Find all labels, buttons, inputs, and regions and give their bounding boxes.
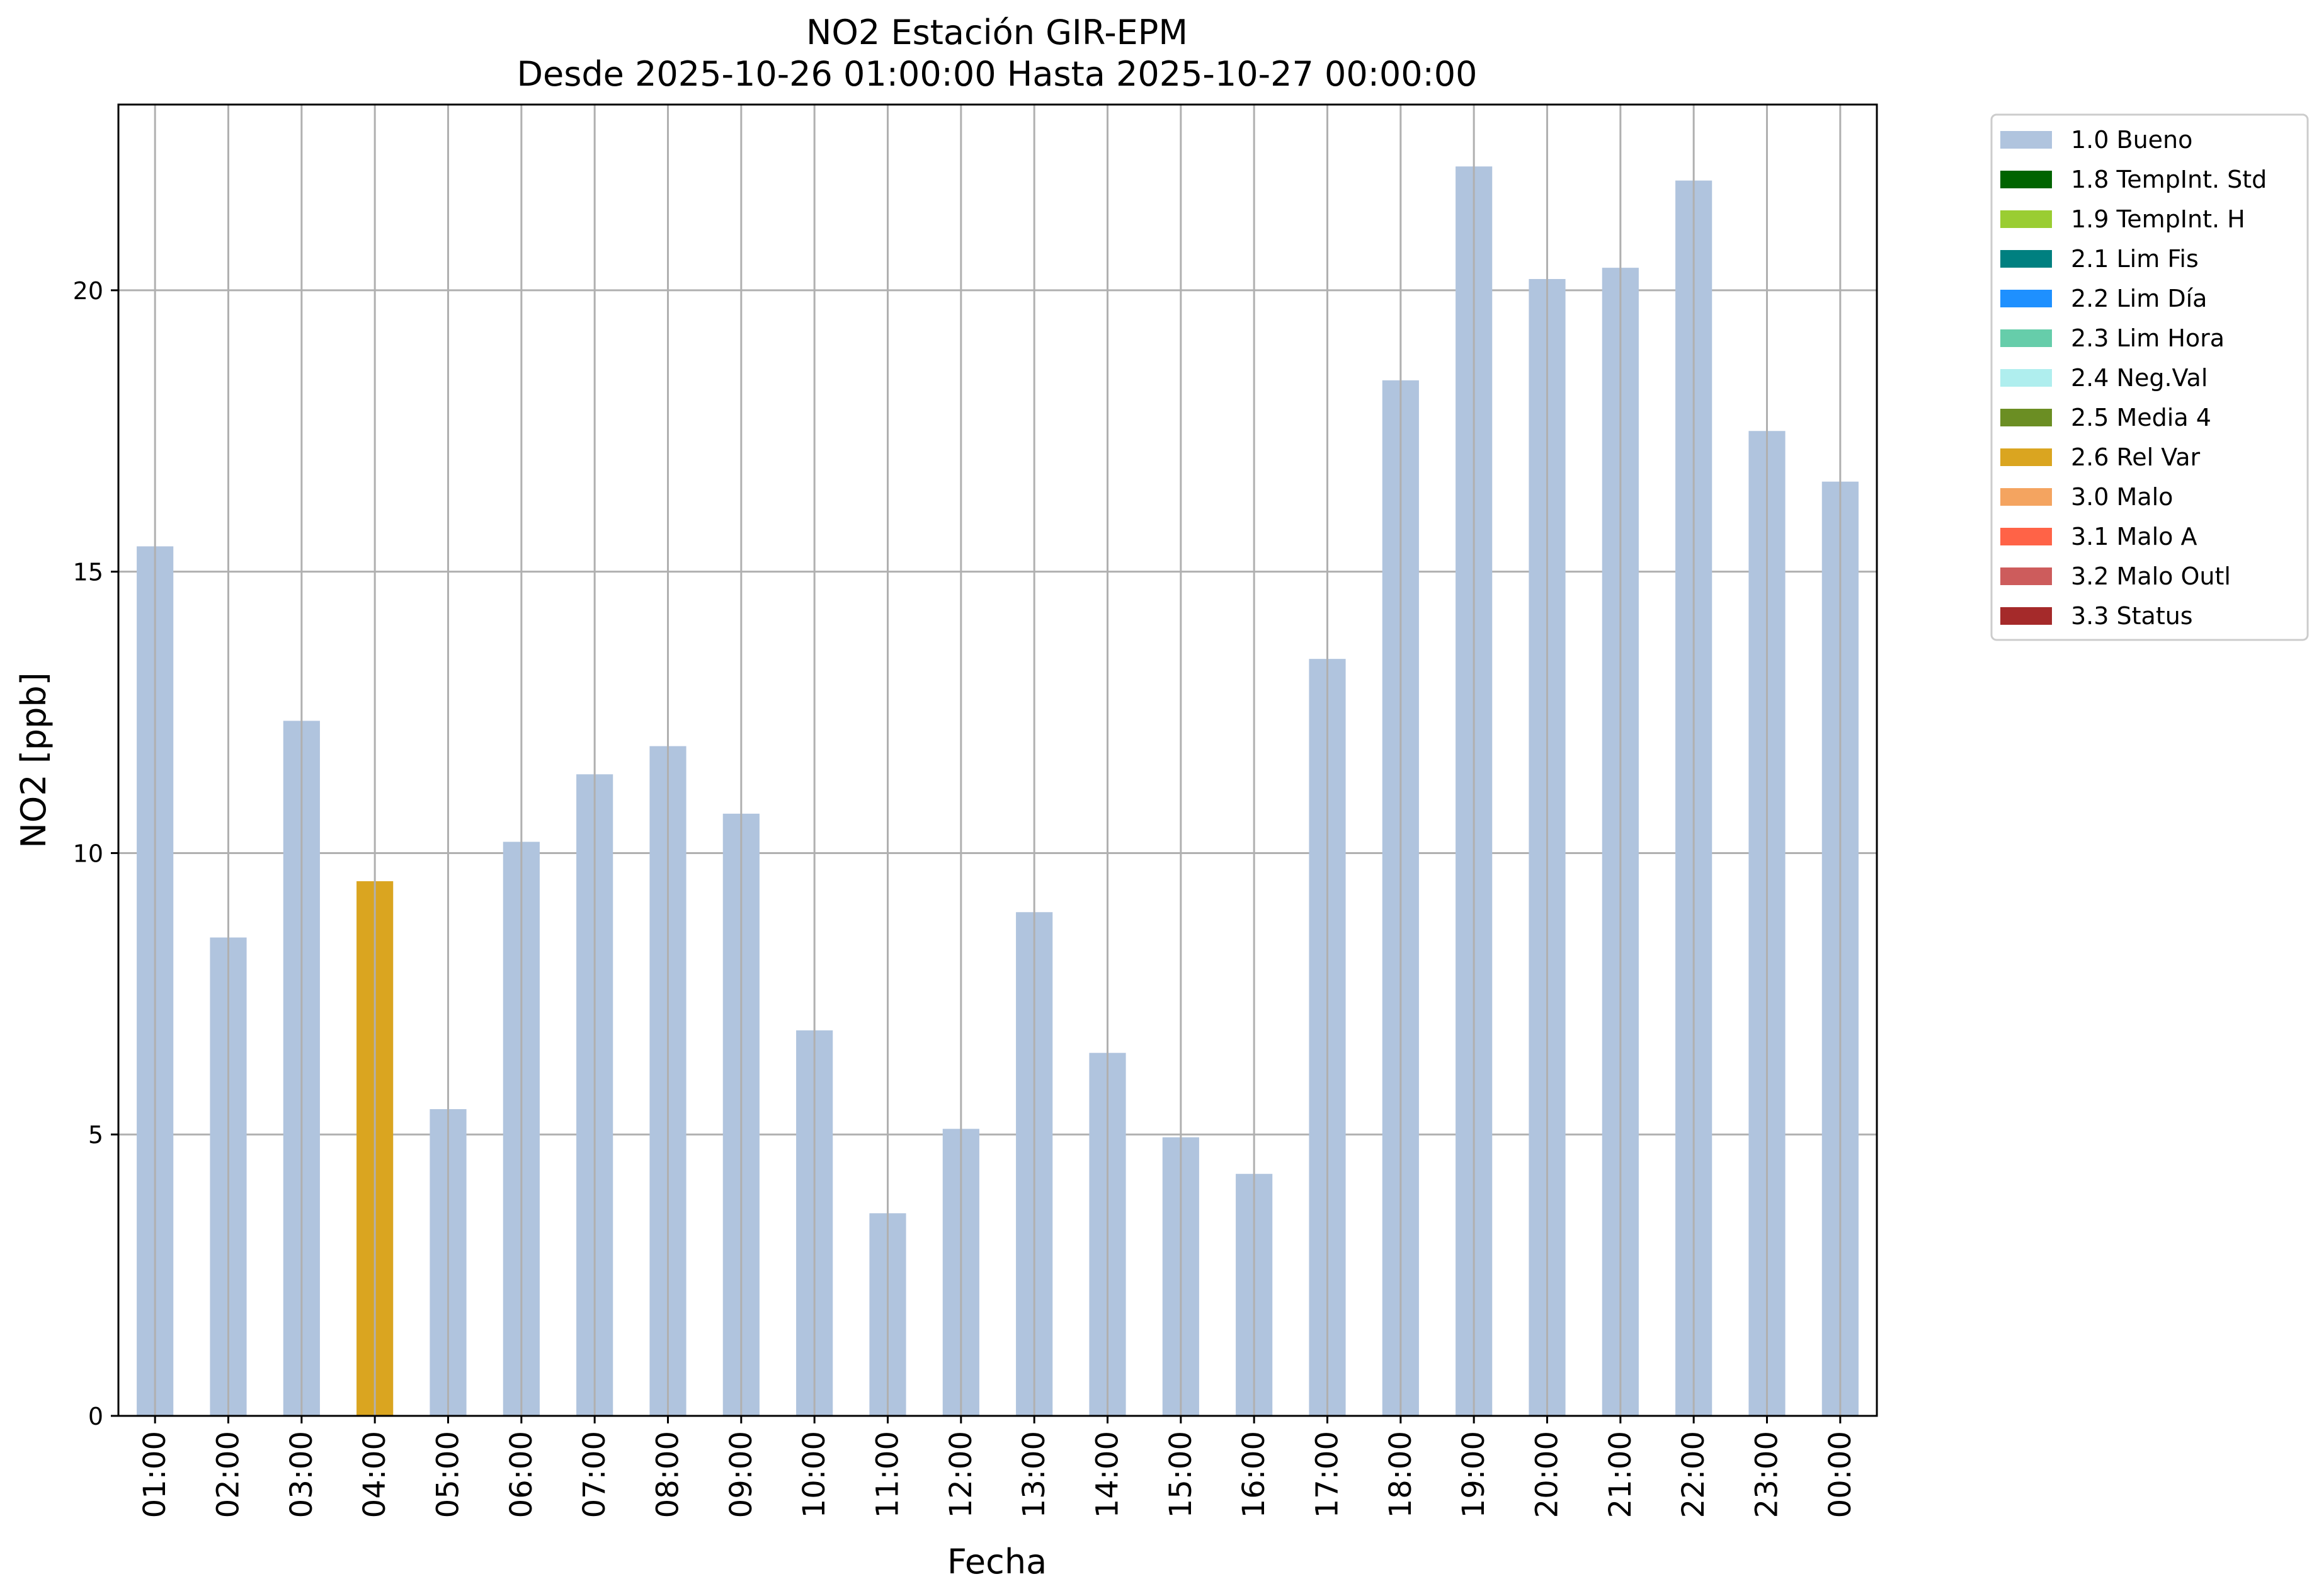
x-tick-label: 21:00: [1603, 1431, 1638, 1518]
y-tick-label: 5: [88, 1121, 103, 1149]
x-tick-label: 17:00: [1310, 1431, 1345, 1518]
x-tick-label: 02:00: [211, 1431, 246, 1518]
legend-swatch: [2000, 250, 2052, 268]
legend-label: 2.1 Lim Fis: [2071, 245, 2199, 273]
x-tick-label: 13:00: [1017, 1431, 1052, 1518]
legend-label: 3.1 Malo A: [2071, 523, 2197, 550]
legend-swatch: [2000, 409, 2052, 426]
legend-label: 2.4 Neg.Val: [2071, 364, 2208, 392]
legend-label: 3.2 Malo Outl: [2071, 562, 2231, 590]
legend-swatch: [2000, 210, 2052, 228]
x-tick-label: 16:00: [1236, 1431, 1272, 1518]
y-tick-label: 20: [73, 277, 103, 305]
x-tick-label: 08:00: [651, 1431, 686, 1518]
plot-frame: [117, 103, 1878, 1417]
legend-swatch: [2000, 528, 2052, 545]
y-tick-label: 15: [73, 559, 103, 586]
bars: [137, 105, 1859, 1416]
legend-swatch: [2000, 448, 2052, 466]
legend-label: 2.5 Media 4: [2071, 404, 2211, 431]
x-tick-label: 18:00: [1383, 1431, 1418, 1518]
legend-swatch: [2000, 329, 2052, 347]
x-tick-label: 19:00: [1456, 1431, 1491, 1518]
x-tick-label: 01:00: [137, 1431, 173, 1518]
legend-swatch: [2000, 369, 2052, 387]
legend-label: 1.0 Bueno: [2071, 126, 2192, 154]
x-tick-label: 11:00: [870, 1431, 906, 1518]
legend-label: 3.3 Status: [2071, 602, 2193, 630]
x-tick-label: 22:00: [1676, 1431, 1711, 1518]
chart-title: NO2 Estación GIR-EPM: [806, 13, 1188, 52]
x-tick-label: 00:00: [1823, 1431, 1858, 1518]
x-axis: 01:00 02:00 03:00 04:00 05:00 06:00 07:00 08:00…: [137, 1416, 1858, 1518]
x-tick-label: 05:00: [431, 1431, 466, 1518]
x-tick-label: 23:00: [1750, 1431, 1785, 1518]
legend-label: 2.6 Rel Var: [2071, 443, 2201, 471]
legend-swatch: [2000, 488, 2052, 506]
legend-swatch: [2000, 607, 2052, 625]
grid-lines: [118, 289, 1877, 1136]
x-tick-label: 14:00: [1090, 1431, 1125, 1518]
x-tick-label: 15:00: [1163, 1431, 1199, 1518]
legend-label: 2.2 Lim Día: [2071, 285, 2207, 312]
legend: 1.0 Bueno 1.8 TempInt. Std 1.9 TempInt. H 2…: [1990, 113, 2309, 641]
x-tick-label: 03:00: [284, 1431, 319, 1518]
legend-entries: 1.0 Bueno 1.8 TempInt. Std 1.9 TempInt. H 2…: [2000, 126, 2267, 630]
legend-label: 2.3 Lim Hora: [2071, 324, 2225, 352]
y-axis-label: NO2 [ppb]: [14, 672, 54, 848]
y-tick-label: 10: [73, 840, 103, 867]
legend-swatch: [2000, 131, 2052, 149]
legend-swatch: [2000, 290, 2052, 307]
x-tick-label: 20:00: [1530, 1431, 1565, 1518]
chart-subtitle: Desde 2025-10-26 01:00:00 Hasta 2025-10-…: [516, 54, 1477, 94]
legend-swatch: [2000, 171, 2052, 188]
legend-box: [1990, 113, 2309, 641]
x-tick-label: 04:00: [357, 1431, 392, 1518]
x-tick-label: 09:00: [724, 1431, 759, 1518]
y-tick-label: 0: [88, 1403, 103, 1430]
legend-label: 1.8 TempInt. Std: [2071, 166, 2267, 193]
x-tick-label: 06:00: [504, 1431, 539, 1518]
y-axis: 0 5 10 15 20: [73, 277, 118, 1430]
x-tick-label: 10:00: [797, 1431, 832, 1518]
legend-swatch: [2000, 567, 2052, 585]
legend-label: 3.0 Malo: [2071, 483, 2173, 511]
legend-label: 1.9 TempInt. H: [2071, 205, 2245, 233]
x-tick-label: 12:00: [943, 1431, 979, 1518]
x-tick-label: 07:00: [577, 1431, 612, 1518]
x-axis-label: Fecha: [947, 1542, 1047, 1582]
